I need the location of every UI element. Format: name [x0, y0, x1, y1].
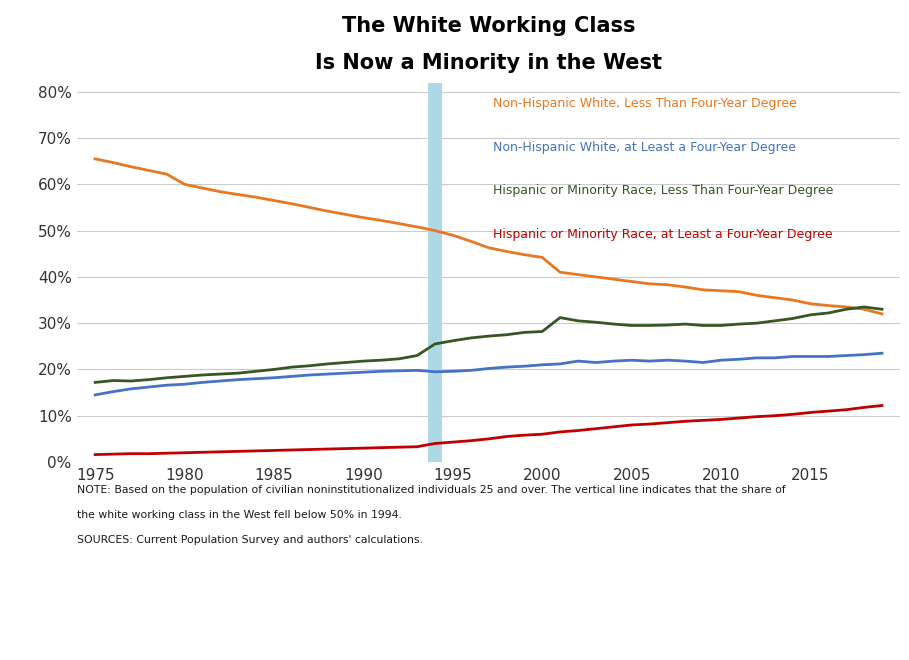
Text: the white working class in the West fell below 50% in 1994.: the white working class in the West fell…: [77, 510, 402, 520]
Text: F: F: [16, 625, 26, 639]
Text: Non-Hispanic White, at Least a Four-Year Degree: Non-Hispanic White, at Least a Four-Year…: [493, 141, 795, 154]
Text: Hispanic or Minority Race, Less Than Four-Year Degree: Hispanic or Minority Race, Less Than Fou…: [493, 184, 833, 197]
Text: Federal Reserve Bank: Federal Reserve Bank: [16, 625, 201, 639]
Text: NOTE: Based on the population of civilian noninstitutionalized individuals 25 an: NOTE: Based on the population of civilia…: [77, 485, 786, 495]
Text: Hispanic or Minority Race, at Least a Four-Year Degree: Hispanic or Minority Race, at Least a Fo…: [493, 228, 833, 241]
Text: The White Working Class: The White Working Class: [342, 16, 635, 36]
Text: of: of: [247, 625, 262, 639]
Text: SOURCES: Current Population Survey and authors' calculations.: SOURCES: Current Population Survey and a…: [77, 535, 424, 545]
Text: Is Now a Minority in the West: Is Now a Minority in the West: [315, 53, 662, 73]
Text: Non-Hispanic White, Less Than Four-Year Degree: Non-Hispanic White, Less Than Four-Year …: [493, 97, 796, 110]
Text: St. Louis: St. Louis: [271, 625, 348, 639]
